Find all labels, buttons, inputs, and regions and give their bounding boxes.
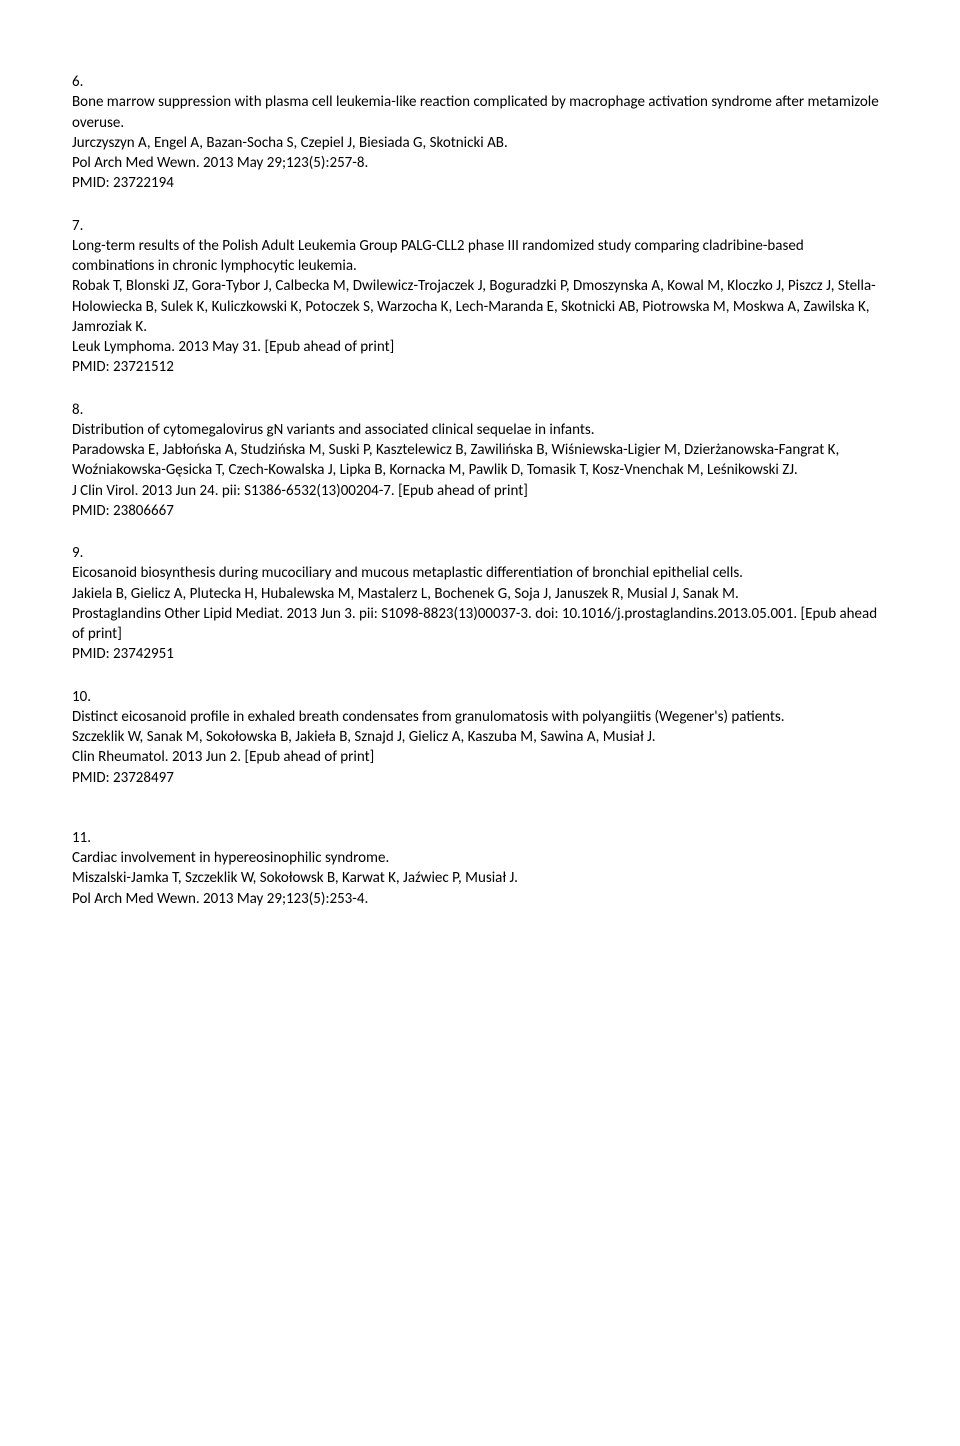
- reference-entry-8: 8. Distribution of cytomegalovirus gN va…: [72, 400, 888, 522]
- entry-authors: Paradowska E, Jabłońska A, Studzińska M,…: [72, 440, 888, 481]
- entry-number: 10.: [72, 687, 888, 707]
- entry-pmid: PMID: 23722194: [72, 173, 888, 193]
- title-pre: Bone marrow suppression with plasma cell…: [72, 93, 391, 111]
- entry-number: 9.: [72, 543, 888, 563]
- entry-number: 8.: [72, 400, 888, 420]
- entry-pmid: PMID: 23806667: [72, 501, 888, 521]
- entry-title: Eicosanoid biosynthesis during mucocilia…: [72, 563, 888, 583]
- entry-journal: Prostaglandins Other Lipid Mediat. 2013 …: [72, 604, 888, 645]
- reference-entry-7: 7. Long-term results of the Polish Adult…: [72, 216, 888, 378]
- entry-authors: Jakiela B, Gielicz A, Plutecka H, Hubale…: [72, 584, 888, 604]
- entry-pmid: PMID: 23721512: [72, 357, 888, 377]
- entry-authors: Miszalski-Jamka T, Szczeklik W, Sokołows…: [72, 868, 888, 888]
- entry-title: Distribution of cytomegalovirus gN varia…: [72, 420, 888, 440]
- entry-title: Cardiac involvement in hypereosinophilic…: [72, 848, 888, 868]
- entry-pmid: PMID: 23742951: [72, 644, 888, 664]
- entry-pmid: PMID: 23728497: [72, 768, 888, 788]
- entry-title: Long-term results of the Polish Adult Le…: [72, 236, 888, 277]
- reference-entry-9: 9. Eicosanoid biosynthesis during mucoci…: [72, 543, 888, 665]
- entry-authors: Szczeklik W, Sanak M, Sokołowska B, Jaki…: [72, 727, 888, 747]
- reference-entry-6: 6. Bone marrow suppression with plasma c…: [72, 72, 888, 194]
- entry-journal: Clin Rheumatol. 2013 Jun 2. [Epub ahead …: [72, 747, 888, 767]
- entry-number: 7.: [72, 216, 888, 236]
- entry-title: Bone marrow suppression with plasma cell…: [72, 92, 888, 133]
- entry-authors: Robak T, Blonski JZ, Gora-Tybor J, Calbe…: [72, 276, 888, 337]
- reference-entry-10: 10. Distinct eicosanoid profile in exhal…: [72, 687, 888, 788]
- entry-number: 6.: [72, 72, 888, 92]
- entry-title: Distinct eicosanoid profile in exhaled b…: [72, 707, 888, 727]
- reference-entry-11: 11. Cardiac involvement in hypereosinoph…: [72, 828, 888, 909]
- entry-journal: Pol Arch Med Wewn. 2013 May 29;123(5):25…: [72, 153, 888, 173]
- entry-number: 11.: [72, 828, 888, 848]
- entry-journal: J Clin Virol. 2013 Jun 24. pii: S1386-65…: [72, 481, 888, 501]
- entry-journal: Pol Arch Med Wewn. 2013 May 29;123(5):25…: [72, 889, 888, 909]
- entry-journal: Leuk Lymphoma. 2013 May 31. [Epub ahead …: [72, 337, 888, 357]
- entry-authors: Jurczyszyn A, Engel A, Bazan-Socha S, Cz…: [72, 133, 888, 153]
